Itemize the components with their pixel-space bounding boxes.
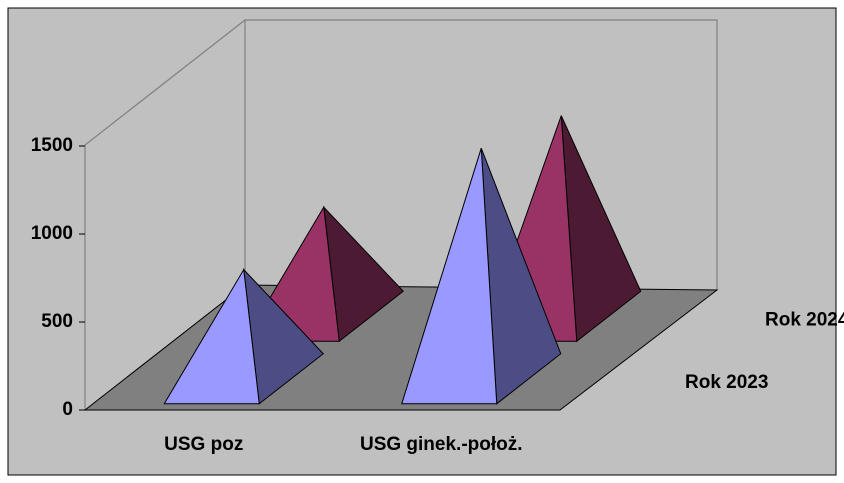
x-tick-label: USG poz — [164, 434, 243, 455]
y-tick-label: 0 — [62, 399, 73, 420]
y-tick-label: 1500 — [31, 135, 73, 156]
pyramid-front — [163, 268, 260, 405]
pyramid-front — [401, 148, 498, 405]
y-tick-label: 1000 — [31, 223, 73, 244]
x-tick-label: USG ginek.-położ. — [360, 434, 523, 455]
series-label: Rok 2024 — [765, 309, 844, 330]
y-tick-label: 500 — [41, 311, 73, 332]
series-label: Rok 2023 — [685, 372, 768, 393]
